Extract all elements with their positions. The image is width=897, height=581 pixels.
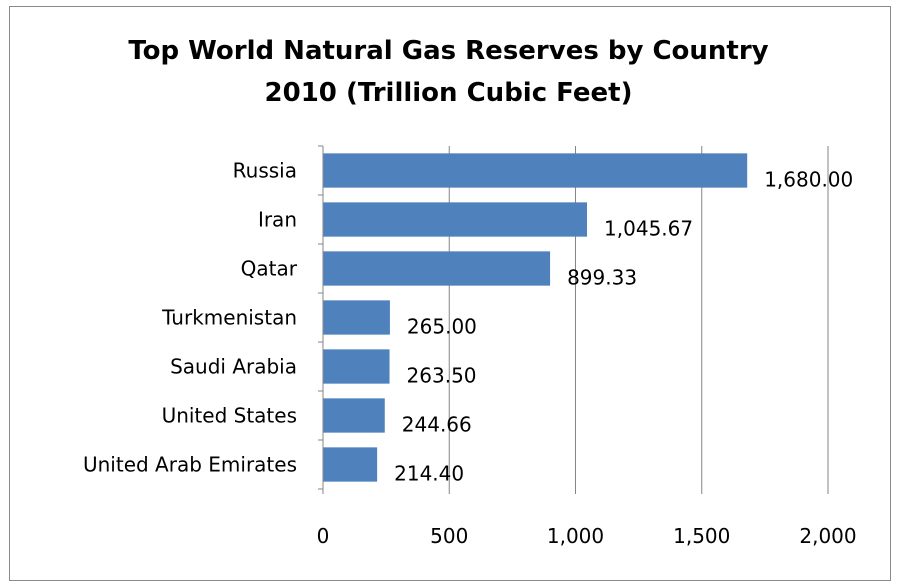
chart-title-line-1: Top World Natural Gas Reserves by Countr… <box>128 36 769 66</box>
bar <box>323 447 378 482</box>
data-label: 214.40 <box>394 462 464 486</box>
category-label: Saudi Arabia <box>170 355 297 379</box>
category-labels: Russia Iran Qatar Turkmenistan Saudi Arabia U… <box>83 159 298 477</box>
tick-label: 1,000 <box>547 524 604 548</box>
bar <box>323 398 385 433</box>
data-labels: 1,680.00 1,045.67 899.33 265.00 263.50 244.66… <box>394 168 853 486</box>
data-label: 899.33 <box>567 266 637 290</box>
gridlines <box>448 146 829 489</box>
category-label: United Arab Emirates <box>83 453 297 477</box>
category-label: Russia <box>233 159 297 183</box>
tick-label: 2,000 <box>799 524 856 548</box>
category-label: United States <box>162 404 297 428</box>
tick-label: 1,500 <box>673 524 730 548</box>
bar <box>323 251 551 286</box>
data-label: 1,045.67 <box>604 217 693 241</box>
bar <box>323 202 588 237</box>
bar <box>323 349 390 384</box>
tick-label: 500 <box>430 524 468 548</box>
data-label: 263.50 <box>407 364 477 388</box>
category-label: Turkmenistan <box>161 306 297 330</box>
bar <box>323 153 748 188</box>
data-label: 265.00 <box>407 315 477 339</box>
tick-labels: 0 500 1,000 1,500 2,000 <box>317 524 857 548</box>
axes <box>318 145 829 494</box>
tick-label: 0 <box>317 524 330 548</box>
chart-title-line-2: 2010 (Trillion Cubic Feet) <box>264 78 633 108</box>
data-label: 244.66 <box>402 413 472 437</box>
data-label: 1,680.00 <box>764 168 853 192</box>
bars <box>323 153 748 482</box>
bar <box>323 300 390 335</box>
category-label: Qatar <box>241 257 298 281</box>
chart-frame <box>9 6 891 581</box>
category-label: Iran <box>258 208 297 232</box>
